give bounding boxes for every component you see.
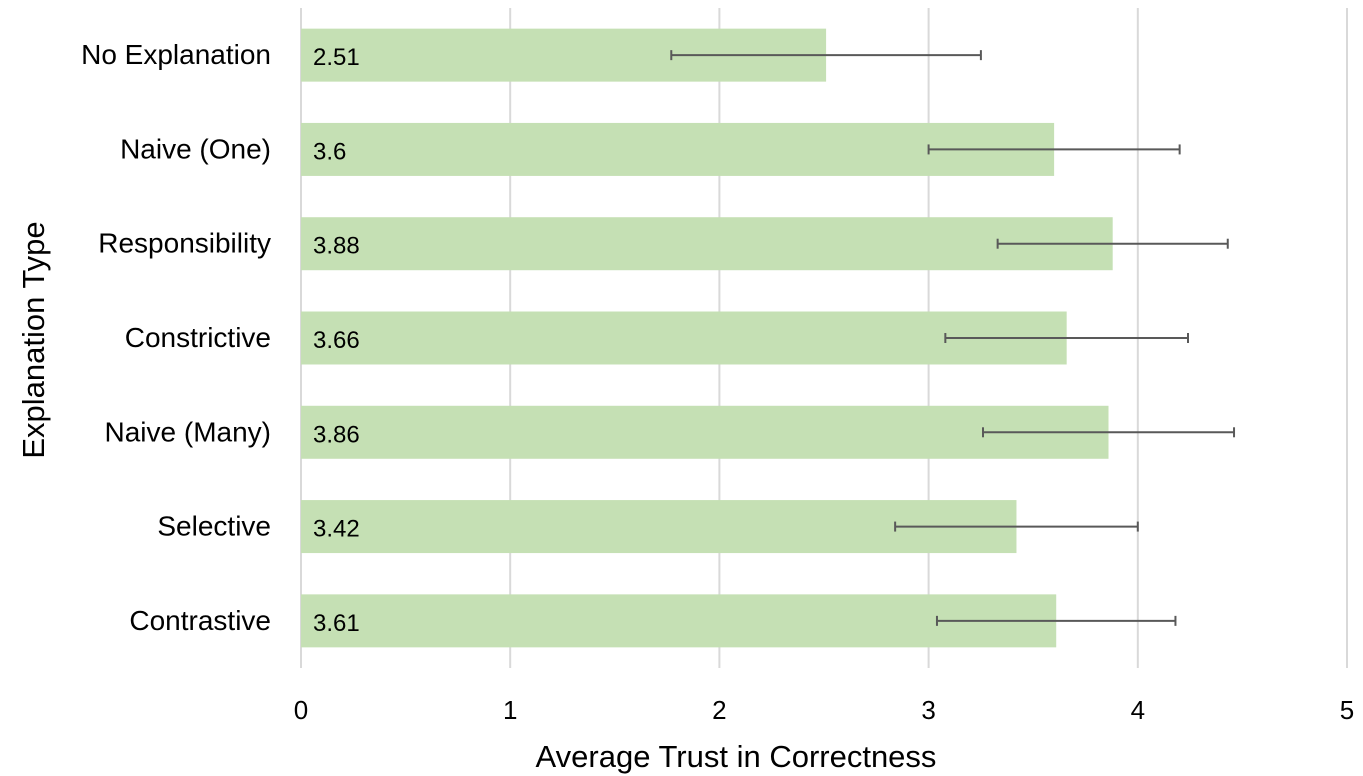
- bar-value-label: 3.6: [313, 138, 346, 165]
- error-bar: [996, 238, 1229, 249]
- error-bar: [927, 144, 1181, 155]
- category-label: Responsibility: [98, 228, 271, 259]
- bar: [301, 594, 1057, 648]
- category-label: Constrictive: [125, 322, 271, 353]
- y-axis-title: Explanation Type: [16, 221, 51, 458]
- error-bar: [670, 50, 982, 61]
- category-label: No Explanation: [81, 39, 271, 70]
- x-tick-label: 0: [294, 695, 308, 725]
- x-tick-label: 1: [503, 695, 517, 725]
- category-label: Naive (Many): [105, 416, 271, 447]
- bar-value-label: 3.86: [313, 421, 360, 448]
- bar-value-label: 3.66: [313, 327, 360, 354]
- bar: [301, 405, 1109, 459]
- category-label: Selective: [157, 511, 271, 542]
- category-label: Contrastive: [129, 605, 271, 636]
- bar-value-label: 3.61: [313, 610, 360, 637]
- category-label: Naive (One): [120, 133, 271, 164]
- x-tick-label: 4: [1131, 695, 1145, 725]
- x-tick-labels: 0 1 2 3 4 5: [294, 695, 1354, 725]
- bar-value-label: 2.51: [313, 44, 360, 71]
- error-bar: [935, 615, 1177, 626]
- x-tick-label: 2: [712, 695, 726, 725]
- bars: [301, 28, 1113, 648]
- error-bar: [894, 521, 1139, 532]
- bar: [301, 311, 1067, 365]
- bar-value-label: 3.88: [313, 233, 360, 260]
- bar: [301, 217, 1113, 271]
- error-bars: [670, 50, 1236, 626]
- error-bar: [981, 427, 1236, 438]
- value-labels: 2.51 3.6 3.88 3.66 3.86 3.42 3.61: [313, 44, 360, 637]
- x-axis-title: Average Trust in Correctness: [536, 739, 937, 774]
- bar-value-label: 3.42: [313, 516, 360, 543]
- x-tick-label: 5: [1340, 695, 1354, 725]
- category-labels: No Explanation Naive (One) Responsibility C…: [81, 39, 271, 636]
- error-bar: [944, 333, 1190, 343]
- x-tick-label: 3: [921, 695, 935, 725]
